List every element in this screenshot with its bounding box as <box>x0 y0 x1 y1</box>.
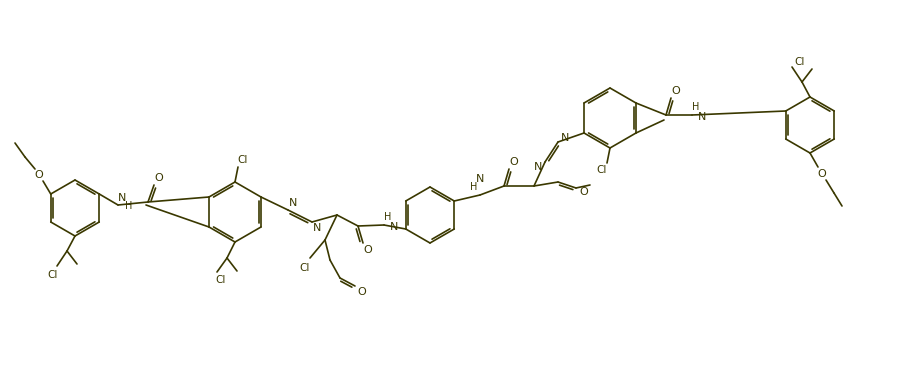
Text: Cl: Cl <box>216 275 226 285</box>
Text: O: O <box>817 169 826 179</box>
Text: H: H <box>692 102 699 112</box>
Text: Cl: Cl <box>48 270 58 280</box>
Text: O: O <box>155 173 163 183</box>
Text: O: O <box>34 170 43 180</box>
Text: Cl: Cl <box>300 263 310 273</box>
Text: O: O <box>509 157 518 167</box>
Text: N: N <box>534 162 542 172</box>
Text: Cl: Cl <box>237 155 248 165</box>
Text: N: N <box>390 222 399 232</box>
Text: N: N <box>476 174 484 184</box>
Text: N: N <box>118 193 126 203</box>
Text: N: N <box>698 112 706 122</box>
Text: N: N <box>313 223 322 233</box>
Text: O: O <box>671 86 680 96</box>
Text: H: H <box>470 182 477 192</box>
Text: N: N <box>561 133 569 143</box>
Text: N: N <box>289 198 297 208</box>
Text: H: H <box>125 201 132 211</box>
Text: O: O <box>580 187 588 197</box>
Text: Cl: Cl <box>597 165 607 175</box>
Text: H: H <box>384 212 391 222</box>
Text: O: O <box>363 245 372 255</box>
Text: Cl: Cl <box>795 57 805 67</box>
Text: O: O <box>358 287 366 297</box>
